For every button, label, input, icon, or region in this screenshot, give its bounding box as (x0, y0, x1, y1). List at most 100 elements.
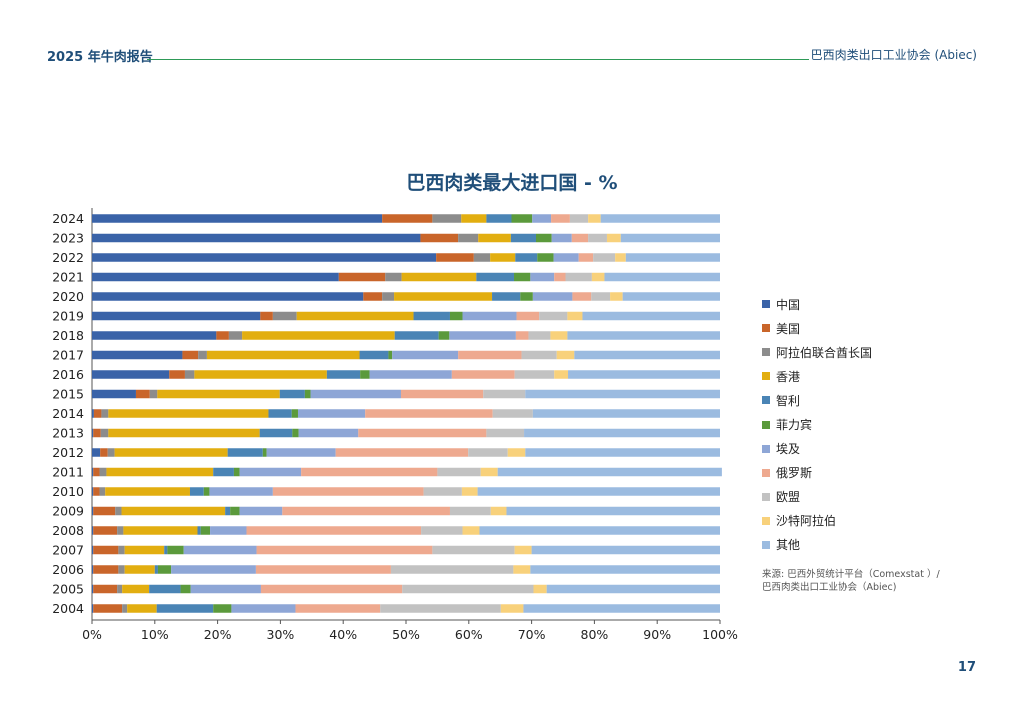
bar-segment (392, 350, 459, 360)
bar-segment (92, 409, 94, 418)
bar-segment (528, 331, 551, 340)
y-tick-label: 2023 (52, 231, 84, 246)
bar-segment (468, 448, 508, 457)
bar-segment (591, 292, 611, 301)
legend-swatch (762, 372, 770, 381)
legend-label: 欧盟 (776, 490, 801, 505)
legend-swatch (762, 492, 770, 501)
bar-segment (507, 448, 526, 457)
y-tick-label: 2011 (52, 465, 84, 480)
bar-segment (114, 448, 228, 457)
bar-segment (291, 409, 298, 418)
bar-segment (531, 545, 720, 555)
legend-label: 菲力宾 (776, 418, 813, 433)
bar-segment (571, 233, 589, 243)
bar-segment (198, 350, 207, 360)
legend-label: 阿拉伯联合酋长国 (776, 345, 873, 360)
bar-segment (298, 428, 359, 438)
bar-segment (93, 545, 119, 555)
bar-segment (106, 467, 214, 477)
legend-swatch (762, 444, 770, 453)
legend-label: 智利 (776, 393, 801, 408)
bar-segment (301, 467, 438, 477)
bar-segment (108, 428, 260, 438)
bar-segment (255, 565, 391, 574)
y-tick-label: 2024 (52, 211, 84, 226)
bar-segment (230, 506, 240, 516)
bar-segment (369, 370, 452, 379)
bar-segment (510, 233, 536, 243)
bar-segment (122, 584, 150, 594)
bar-segment (622, 292, 720, 301)
bar-segment (530, 272, 555, 282)
bar-segment (515, 253, 538, 262)
bar-segment (296, 311, 414, 321)
bar-segment (203, 487, 210, 496)
legend-label: 埃及 (776, 442, 801, 457)
bar-segment (385, 272, 402, 282)
legend-swatch (762, 324, 770, 333)
bar-segment (239, 506, 283, 516)
bar-segment (93, 506, 116, 516)
y-tick-label: 2005 (52, 582, 84, 597)
bar-segment (92, 506, 94, 516)
bar-segment (268, 409, 292, 418)
bar-segment (382, 214, 433, 223)
bar-segment (149, 389, 158, 399)
bar-segment (532, 409, 720, 418)
bar-segment (511, 214, 533, 223)
bar-segment (92, 253, 437, 262)
organization-name: 巴西肉类出口工业协会 (Abiec) (810, 48, 977, 62)
bar-segment (200, 526, 211, 535)
bar-segment (365, 409, 493, 418)
bar-segment (480, 467, 498, 477)
legend-item: 香港 (762, 364, 872, 388)
legend-swatch (762, 516, 770, 525)
x-tick-label: 80% (581, 627, 609, 642)
bar-segment (515, 331, 529, 340)
bar-segment (461, 214, 487, 223)
bar-segment (394, 292, 493, 301)
bar-segment (182, 350, 199, 360)
x-tick-label: 30% (267, 627, 295, 642)
bar-segment (107, 448, 115, 457)
bar-segment (123, 526, 198, 535)
bar-segment (93, 409, 102, 418)
bar-segment (554, 272, 566, 282)
bar-segment (304, 389, 311, 399)
header-divider (147, 59, 809, 60)
bar-segment (117, 526, 124, 535)
y-tick-label: 2006 (52, 562, 84, 577)
bar-segment (99, 487, 106, 496)
report-title: 2025 年牛肉报告 (47, 50, 153, 65)
bar-segment (535, 233, 552, 243)
bar-segment (93, 526, 118, 535)
bar-segment (100, 428, 109, 438)
bar-segment (180, 584, 191, 594)
bar-segment (514, 272, 531, 282)
bar-segment (363, 292, 383, 301)
bar-segment (610, 292, 623, 301)
legend-item: 阿拉伯联合酋长国 (762, 340, 872, 364)
bar-segment (92, 584, 94, 594)
bar-segment (118, 565, 125, 574)
bar-segment (451, 370, 515, 379)
bar-segment (92, 565, 94, 574)
y-tick-label: 2012 (52, 445, 84, 460)
bar-segment (121, 506, 226, 516)
bar-segment (530, 565, 720, 574)
bar-segment (92, 370, 170, 379)
bar-segment (546, 584, 720, 594)
bar-segment (473, 253, 491, 262)
bar-segment (92, 292, 364, 301)
bar-segment (593, 253, 616, 262)
y-tick-label: 2008 (52, 523, 84, 538)
bar-segment (620, 233, 720, 243)
bar-segment (118, 545, 125, 555)
bar-segment (461, 487, 478, 496)
bar-segment (478, 233, 511, 243)
bar-segment (239, 467, 302, 477)
bar-segment (582, 311, 720, 321)
bar-segment (326, 370, 361, 379)
bar-segment (449, 311, 463, 321)
